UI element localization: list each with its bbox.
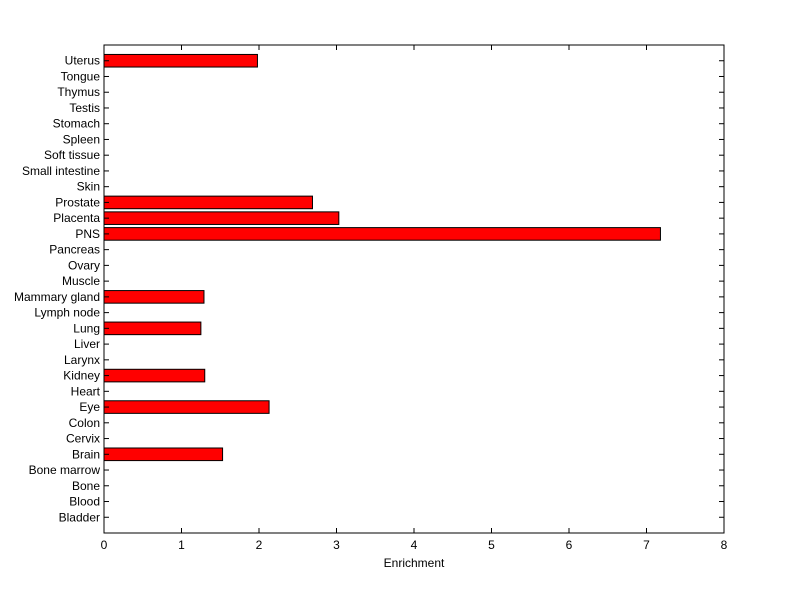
- x-tick-label: 0: [101, 538, 108, 552]
- y-tick-label: Bone: [72, 479, 100, 493]
- y-tick-label: Thymus: [57, 85, 100, 99]
- y-tick-label: Soft tissue: [44, 148, 100, 162]
- y-tick-label: Lymph node: [34, 306, 100, 320]
- y-tick-label: Testis: [69, 101, 100, 115]
- x-tick-label: 6: [566, 538, 573, 552]
- x-tick-label: 3: [333, 538, 340, 552]
- bar-mammary-gland: [103, 290, 205, 304]
- y-tick-label: Lung: [73, 321, 100, 335]
- y-tick-label: Muscle: [62, 274, 100, 288]
- bar-pns: [103, 227, 661, 241]
- x-tick-label: 4: [411, 538, 418, 552]
- y-tick-label: Prostate: [55, 195, 100, 209]
- y-tick-label: Spleen: [63, 132, 100, 146]
- x-tick-label: 1: [178, 538, 185, 552]
- bar-brain: [103, 447, 224, 462]
- y-tick-label: Blood: [69, 495, 100, 509]
- y-tick-label: Colon: [69, 416, 100, 430]
- bar-uterus: [103, 53, 258, 68]
- x-tick-label: 7: [643, 538, 650, 552]
- x-axis-label: Enrichment: [384, 556, 445, 570]
- bar-eye: [103, 400, 270, 414]
- y-tick-label: Stomach: [53, 117, 100, 131]
- bar-kidney: [103, 368, 206, 383]
- y-tick-label: Uterus: [65, 54, 100, 68]
- y-tick-label: Liver: [74, 337, 100, 351]
- x-tick-label: 2: [256, 538, 263, 552]
- y-tick-label: Cervix: [66, 432, 100, 446]
- bar-prostate: [103, 195, 313, 210]
- y-tick-label: Skin: [77, 180, 100, 194]
- y-tick-label: Ovary: [68, 258, 100, 272]
- y-tick-label: Bone marrow: [29, 463, 101, 477]
- x-tick-label: 8: [721, 538, 728, 552]
- y-tick-label: Small intestine: [22, 164, 100, 178]
- y-tick-label: Heart: [71, 384, 101, 398]
- x-tick-label: 5: [488, 538, 495, 552]
- y-tick-label: PNS: [75, 227, 100, 241]
- y-tick-label: Tongue: [61, 69, 101, 83]
- y-tick-label: Pancreas: [49, 243, 100, 257]
- y-tick-label: Brain: [72, 447, 100, 461]
- y-tick-label: Mammary gland: [14, 290, 100, 304]
- y-tick-label: Kidney: [63, 369, 100, 383]
- y-tick-label: Bladder: [59, 510, 100, 524]
- bar-placenta: [103, 211, 340, 225]
- y-tick-label: Eye: [79, 400, 100, 414]
- bar-lung: [103, 321, 202, 336]
- y-tick-label: Larynx: [64, 353, 100, 367]
- plot-frame: [103, 44, 725, 534]
- y-tick-label: Placenta: [53, 211, 100, 225]
